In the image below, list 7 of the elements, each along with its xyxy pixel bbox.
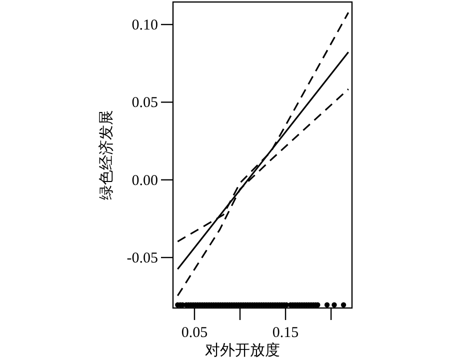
y-tick-label: 0.00 bbox=[132, 172, 158, 189]
y-tick-label: -0.05 bbox=[126, 250, 158, 267]
x-tick-label: 0.15 bbox=[272, 325, 299, 341]
y-tick-label: 0.10 bbox=[132, 18, 158, 34]
y-tick-label: 0.05 bbox=[132, 95, 158, 112]
y-axis-title: 绿色经济发展 bbox=[98, 110, 115, 200]
x-axis-title: 对外开放度 bbox=[205, 342, 280, 359]
